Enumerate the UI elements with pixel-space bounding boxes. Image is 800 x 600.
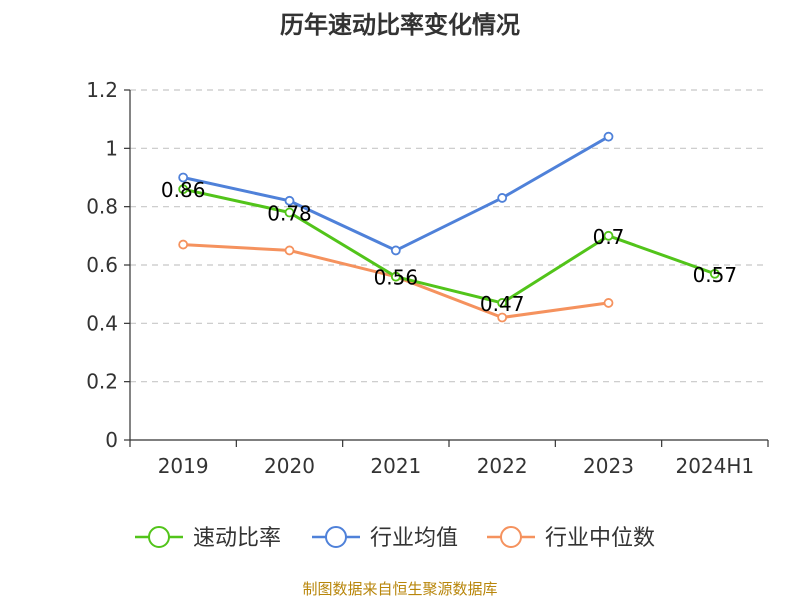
series-line	[182, 135, 610, 252]
data-label: 0.86	[161, 178, 206, 202]
x-tick-label: 2024H1	[675, 454, 754, 478]
data-point[interactable]	[390, 245, 401, 256]
data-label: 0.7	[593, 225, 625, 249]
data-point[interactable]	[284, 245, 295, 256]
data-point[interactable]	[284, 195, 295, 206]
legend-label: 行业均值	[370, 526, 458, 551]
data-label: 0.56	[374, 266, 419, 290]
y-tick-label: 0.6	[86, 253, 118, 277]
y-tick-label: 1	[105, 136, 118, 160]
legend-swatch-marker	[148, 526, 170, 548]
data-point[interactable]	[603, 230, 614, 241]
y-tick-label: 0.8	[86, 195, 118, 219]
data-point[interactable]	[497, 312, 508, 323]
data-point[interactable]	[709, 268, 720, 279]
y-tick-label: 0.4	[86, 311, 118, 335]
series-line	[182, 187, 716, 305]
grid-lines	[130, 89, 768, 383]
legend-label: 速动比率	[193, 526, 281, 551]
y-tick-label: 0.2	[86, 370, 118, 394]
data-point[interactable]	[497, 298, 508, 308]
legend-swatch-marker	[500, 526, 522, 548]
x-tick-label: 2023	[583, 454, 634, 478]
series-points	[178, 131, 720, 323]
axes: 0 0.2 0.4 0.6 0.8 1 1.2 2019 2020 2021 2022 2023 202…	[86, 78, 769, 478]
x-tick-label: 2022	[477, 454, 528, 478]
data-label: 0.47	[480, 292, 525, 316]
source-note: 制图数据来自恒生聚源数据库	[302, 580, 497, 598]
y-tick-label: 0	[105, 428, 118, 452]
x-tick-label: 2021	[370, 454, 421, 478]
data-point[interactable]	[390, 271, 401, 282]
data-label: 0.78	[267, 202, 312, 226]
data-point[interactable]	[178, 239, 189, 250]
series-lines	[182, 135, 716, 319]
legend-swatch-marker	[325, 526, 347, 548]
legend[interactable]: 速动比率 行业均值 行业中位数	[135, 526, 655, 551]
legend-item[interactable]: 行业中位数	[487, 526, 655, 551]
data-point[interactable]	[178, 184, 189, 195]
legend-item[interactable]: 速动比率	[135, 526, 281, 551]
data-label: 0.57	[693, 263, 738, 287]
data-labels: 0.86 0.78 0.56 0.47 0.7 0.57	[161, 178, 737, 316]
data-point[interactable]	[497, 193, 508, 203]
y-tick-label: 1.2	[86, 78, 118, 102]
chart-title: 历年速动比率变化情况	[280, 11, 520, 39]
legend-item[interactable]: 行业均值	[312, 526, 458, 551]
data-point[interactable]	[178, 172, 189, 183]
x-tick-label: 2020	[264, 454, 315, 478]
data-point[interactable]	[603, 131, 614, 142]
data-point[interactable]	[603, 298, 614, 308]
legend-label: 行业中位数	[545, 526, 655, 551]
x-tick-label: 2019	[158, 454, 209, 478]
data-point[interactable]	[284, 207, 295, 218]
